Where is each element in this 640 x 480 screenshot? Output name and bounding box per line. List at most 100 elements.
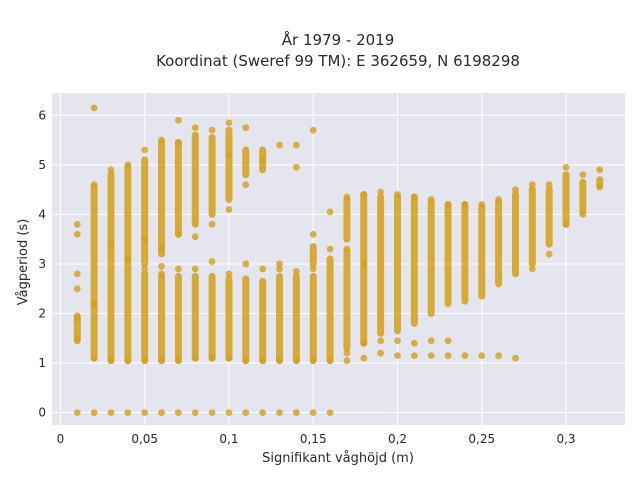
data-point — [360, 191, 368, 198]
data-point — [410, 193, 418, 201]
data-point — [326, 208, 334, 216]
data-point — [276, 141, 283, 149]
data-point — [90, 181, 98, 189]
data-point — [174, 409, 182, 417]
data-point — [326, 245, 334, 253]
data-point — [276, 265, 283, 273]
data-point — [309, 230, 317, 238]
data-point — [292, 267, 300, 275]
data-point — [596, 166, 604, 174]
data-point — [174, 116, 182, 124]
x-tick-label: 0,1 — [219, 432, 238, 446]
data-point — [259, 265, 267, 273]
data-point — [326, 409, 334, 417]
data-point — [141, 265, 149, 273]
data-point — [242, 181, 250, 189]
data-point — [208, 409, 216, 417]
x-tick-labels: 0 0,05 0,1 0,15 0,2 0,25 0,3 — [57, 432, 576, 446]
data-point — [478, 201, 486, 208]
data-point — [191, 233, 199, 241]
x-tick-label: 0,25 — [468, 432, 495, 446]
data-point — [444, 201, 452, 208]
data-point — [276, 260, 283, 268]
data-point — [377, 188, 385, 196]
data-point — [90, 300, 98, 307]
data-point — [174, 357, 182, 364]
data-point — [225, 270, 233, 278]
data-point — [427, 352, 435, 360]
data-point — [174, 139, 182, 146]
data-point — [124, 409, 132, 417]
data-point — [208, 220, 216, 228]
plot-area — [52, 93, 625, 425]
data-point — [90, 409, 98, 417]
data-point — [461, 201, 469, 208]
data-point — [242, 260, 250, 268]
data-point — [124, 161, 132, 169]
x-tick-label: 0 — [57, 432, 65, 446]
data-point — [191, 265, 199, 273]
data-point — [360, 354, 368, 362]
data-point — [107, 240, 115, 248]
data-point — [545, 250, 553, 258]
data-point — [73, 334, 81, 342]
data-point — [90, 104, 98, 112]
data-point — [73, 409, 81, 417]
data-point — [377, 349, 385, 357]
data-point — [512, 354, 519, 362]
data-point — [596, 183, 604, 191]
data-point — [225, 119, 233, 127]
data-point — [360, 260, 368, 268]
data-point — [191, 354, 199, 362]
data-point — [512, 186, 519, 194]
data-point — [141, 409, 149, 417]
data-point — [191, 124, 199, 132]
data-point — [461, 352, 469, 360]
data-point — [73, 220, 81, 228]
data-point — [309, 265, 317, 273]
data-point — [107, 409, 115, 417]
data-point — [208, 354, 216, 362]
data-point — [242, 357, 250, 364]
data-point — [141, 357, 149, 364]
y-tick-label: 0 — [38, 406, 46, 420]
data-point — [276, 357, 283, 364]
x-tick-label: 0,2 — [388, 432, 407, 446]
data-point — [292, 357, 300, 364]
data-point — [124, 255, 132, 263]
y-tick-labels: 0 1 2 3 4 5 6 — [38, 108, 46, 419]
data-point — [141, 235, 149, 243]
data-point — [276, 409, 283, 417]
data-point — [427, 337, 435, 345]
data-point — [377, 337, 385, 345]
data-point — [444, 337, 452, 345]
data-point — [562, 163, 570, 171]
x-tick-label: 0,3 — [556, 432, 575, 446]
data-point — [309, 357, 317, 364]
data-point — [158, 409, 165, 417]
data-point — [309, 409, 317, 417]
data-point — [343, 245, 351, 253]
data-point — [343, 349, 351, 357]
data-point — [242, 124, 250, 132]
data-point — [90, 354, 98, 362]
data-point — [394, 191, 401, 198]
data-point — [225, 354, 233, 362]
data-point — [292, 409, 300, 417]
y-axis-title: Vågperiod (s) — [16, 219, 31, 306]
y-tick-label: 5 — [38, 158, 46, 172]
data-point — [191, 409, 199, 417]
x-axis-title: Signifikant våghöjd (m) — [262, 451, 414, 466]
data-point — [259, 409, 267, 417]
data-point — [478, 352, 486, 360]
data-point — [309, 126, 317, 134]
data-point — [107, 357, 115, 364]
y-tick-label: 4 — [38, 207, 46, 221]
data-point — [174, 265, 182, 273]
data-point — [73, 285, 81, 293]
data-point — [225, 409, 233, 417]
data-point — [158, 270, 165, 278]
y-tick-label: 6 — [38, 108, 46, 122]
data-point — [259, 357, 267, 364]
x-tick-label: 0,15 — [300, 432, 327, 446]
